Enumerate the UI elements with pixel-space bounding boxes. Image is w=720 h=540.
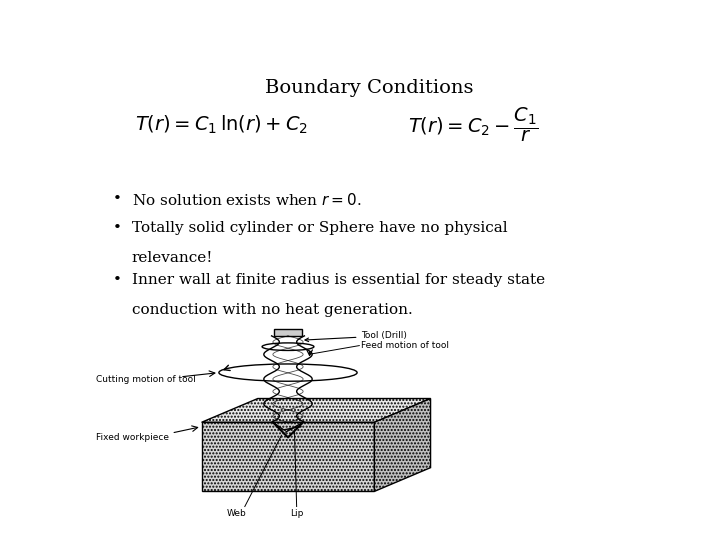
- Text: Web: Web: [226, 509, 246, 517]
- Text: $T(r)= C_1\,\mathrm{ln}(r)+C_2$: $T(r)= C_1\,\mathrm{ln}(r)+C_2$: [135, 114, 307, 136]
- Text: Inner wall at finite radius is essential for steady state: Inner wall at finite radius is essential…: [132, 273, 545, 287]
- Text: Feed motion of tool: Feed motion of tool: [361, 341, 449, 350]
- Text: conduction with no heat generation.: conduction with no heat generation.: [132, 302, 413, 316]
- Text: Fixed workpiece: Fixed workpiece: [96, 433, 168, 442]
- Text: relevance!: relevance!: [132, 251, 213, 265]
- Text: $T(r)= C_2 - \dfrac{C_1}{r}$: $T(r)= C_2 - \dfrac{C_1}{r}$: [408, 106, 539, 144]
- Text: Boundary Conditions: Boundary Conditions: [265, 79, 473, 97]
- Text: Lip: Lip: [290, 509, 303, 517]
- Text: Cutting motion of tool: Cutting motion of tool: [96, 375, 196, 383]
- Text: •: •: [112, 273, 121, 287]
- Text: •: •: [112, 192, 121, 206]
- Text: No solution exists when $r = 0$.: No solution exists when $r = 0$.: [132, 192, 361, 207]
- Text: Tool (Drill): Tool (Drill): [305, 332, 408, 342]
- Text: •: •: [112, 221, 121, 235]
- Bar: [274, 329, 302, 336]
- Polygon shape: [374, 399, 431, 491]
- Text: Totally solid cylinder or Sphere have no physical: Totally solid cylinder or Sphere have no…: [132, 221, 508, 235]
- Polygon shape: [202, 422, 374, 491]
- Polygon shape: [202, 399, 431, 422]
